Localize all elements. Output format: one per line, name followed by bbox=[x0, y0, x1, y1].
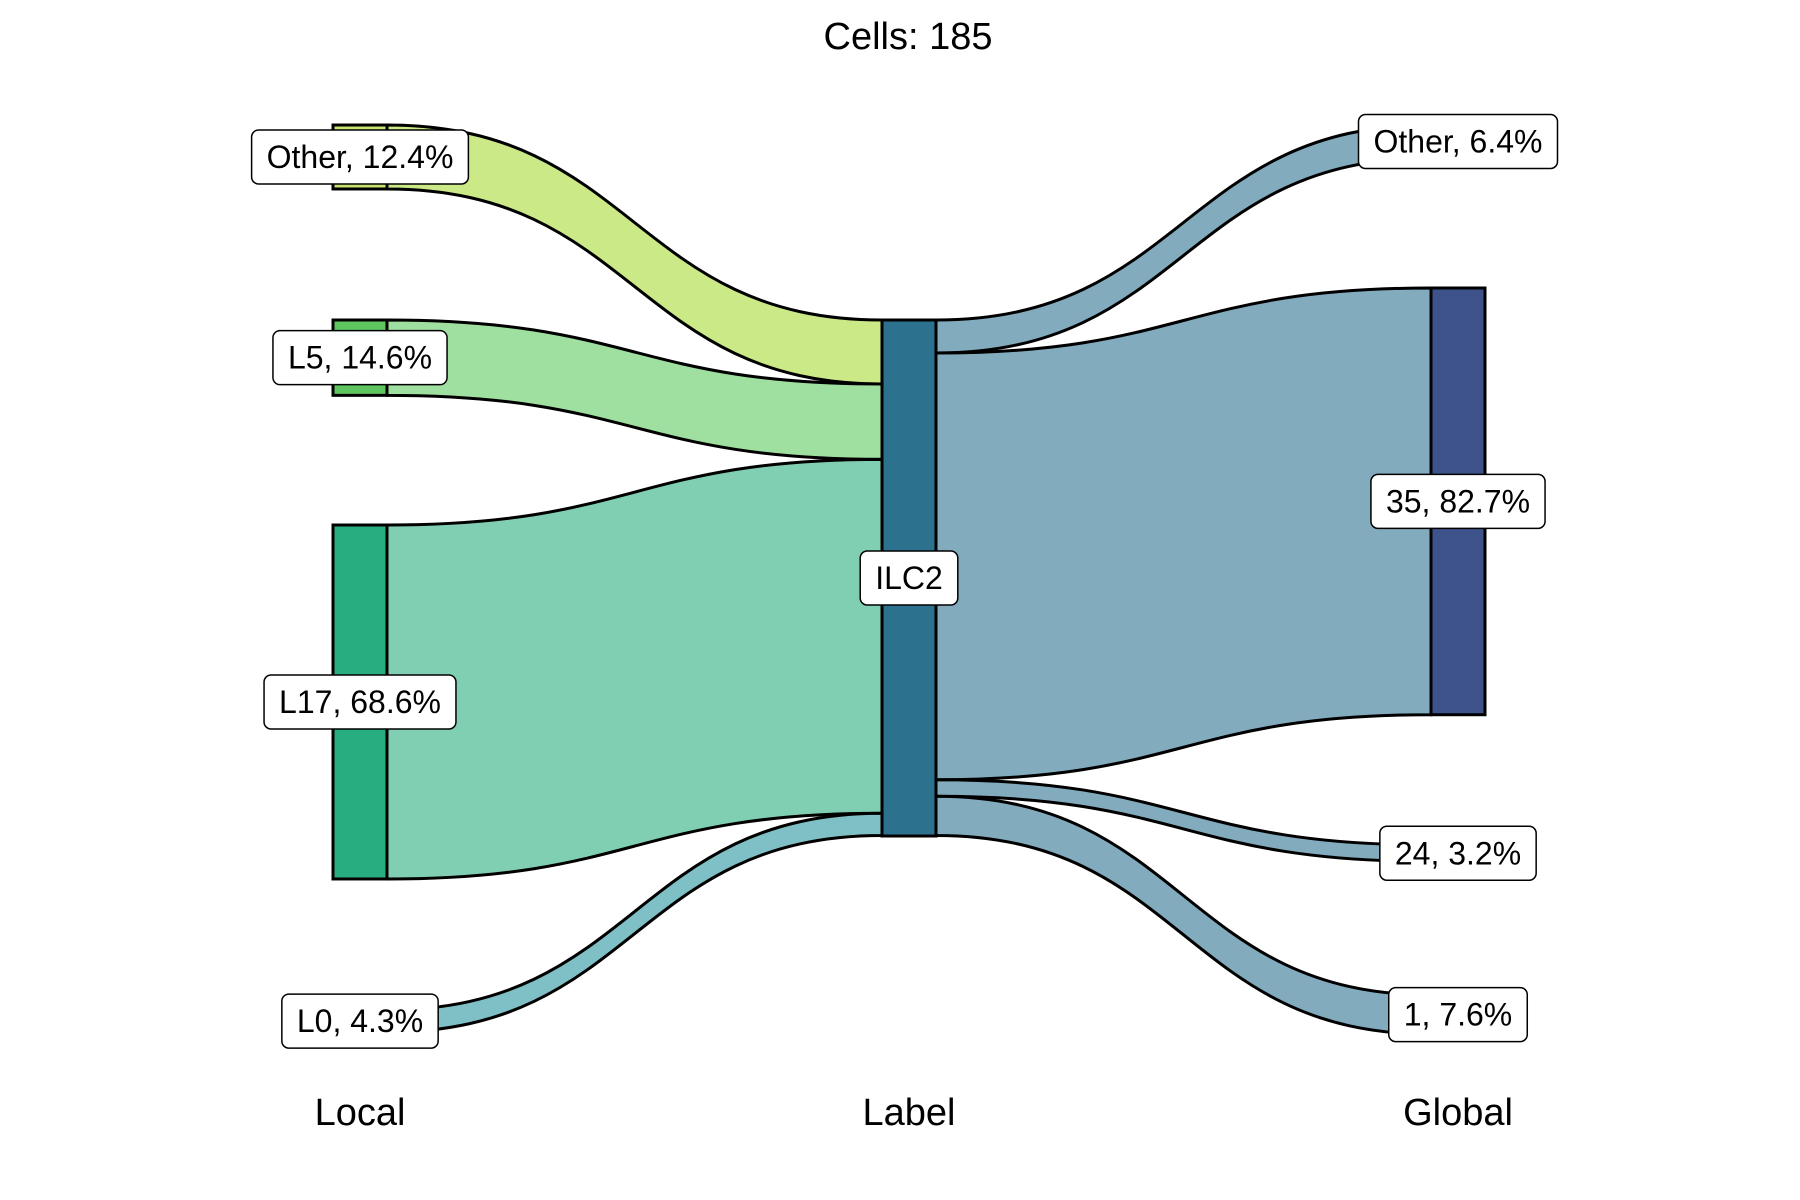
label-box bbox=[1379, 825, 1537, 882]
label-box bbox=[1370, 473, 1546, 530]
global-label-1-7-6: 1, 7.6% bbox=[1387, 986, 1529, 1043]
node-label: L0, 4.3% bbox=[297, 1003, 423, 1039]
label-box bbox=[281, 993, 439, 1049]
label-box bbox=[263, 674, 457, 730]
flows-layer bbox=[385, 123, 1433, 1036]
chart-title: Cells: 185 bbox=[824, 16, 993, 58]
global-label-24-3-2: 24, 3.2% bbox=[1379, 825, 1537, 882]
node-label: L5, 14.6% bbox=[288, 340, 432, 376]
label-label-ilc2: ILC2 bbox=[859, 550, 959, 606]
node-label: ILC2 bbox=[875, 560, 943, 596]
label-box bbox=[1387, 986, 1529, 1043]
node-label: L17, 68.6% bbox=[279, 684, 441, 720]
global-label-other-6-4: Other, 6.4% bbox=[1357, 113, 1559, 170]
local-label-l5-14-6: L5, 14.6% bbox=[272, 329, 448, 386]
node-label: 1, 7.6% bbox=[1404, 997, 1513, 1033]
label-box bbox=[250, 129, 470, 185]
local-label-other-12-4: Other, 12.4% bbox=[250, 129, 470, 185]
node-labels-layer: Other, 12.4% L5, 14.6% L17, 68.6% L0, 4.3% I… bbox=[250, 113, 1559, 1049]
node-label: 35, 82.7% bbox=[1386, 483, 1530, 519]
label-box bbox=[859, 550, 959, 606]
node-label: Other, 6.4% bbox=[1374, 124, 1543, 160]
axis-label-label: Label bbox=[863, 1092, 956, 1134]
node-label: 24, 3.2% bbox=[1395, 835, 1521, 871]
node-label: Other, 12.4% bbox=[267, 139, 454, 175]
local-label-l0-4-3: L0, 4.3% bbox=[281, 993, 439, 1049]
local-label-l17-68-6: L17, 68.6% bbox=[263, 674, 457, 730]
flow-global-35-82-7 bbox=[934, 286, 1433, 782]
label-box bbox=[272, 329, 448, 386]
global-label-35-82-7: 35, 82.7% bbox=[1370, 473, 1546, 530]
flow-global-1-7-6 bbox=[934, 794, 1433, 1036]
label-box bbox=[1357, 113, 1559, 170]
axis-label-local: Local bbox=[315, 1092, 406, 1134]
flow-local-l17-68-6 bbox=[385, 457, 884, 881]
axis-label-global: Global bbox=[1403, 1092, 1513, 1134]
